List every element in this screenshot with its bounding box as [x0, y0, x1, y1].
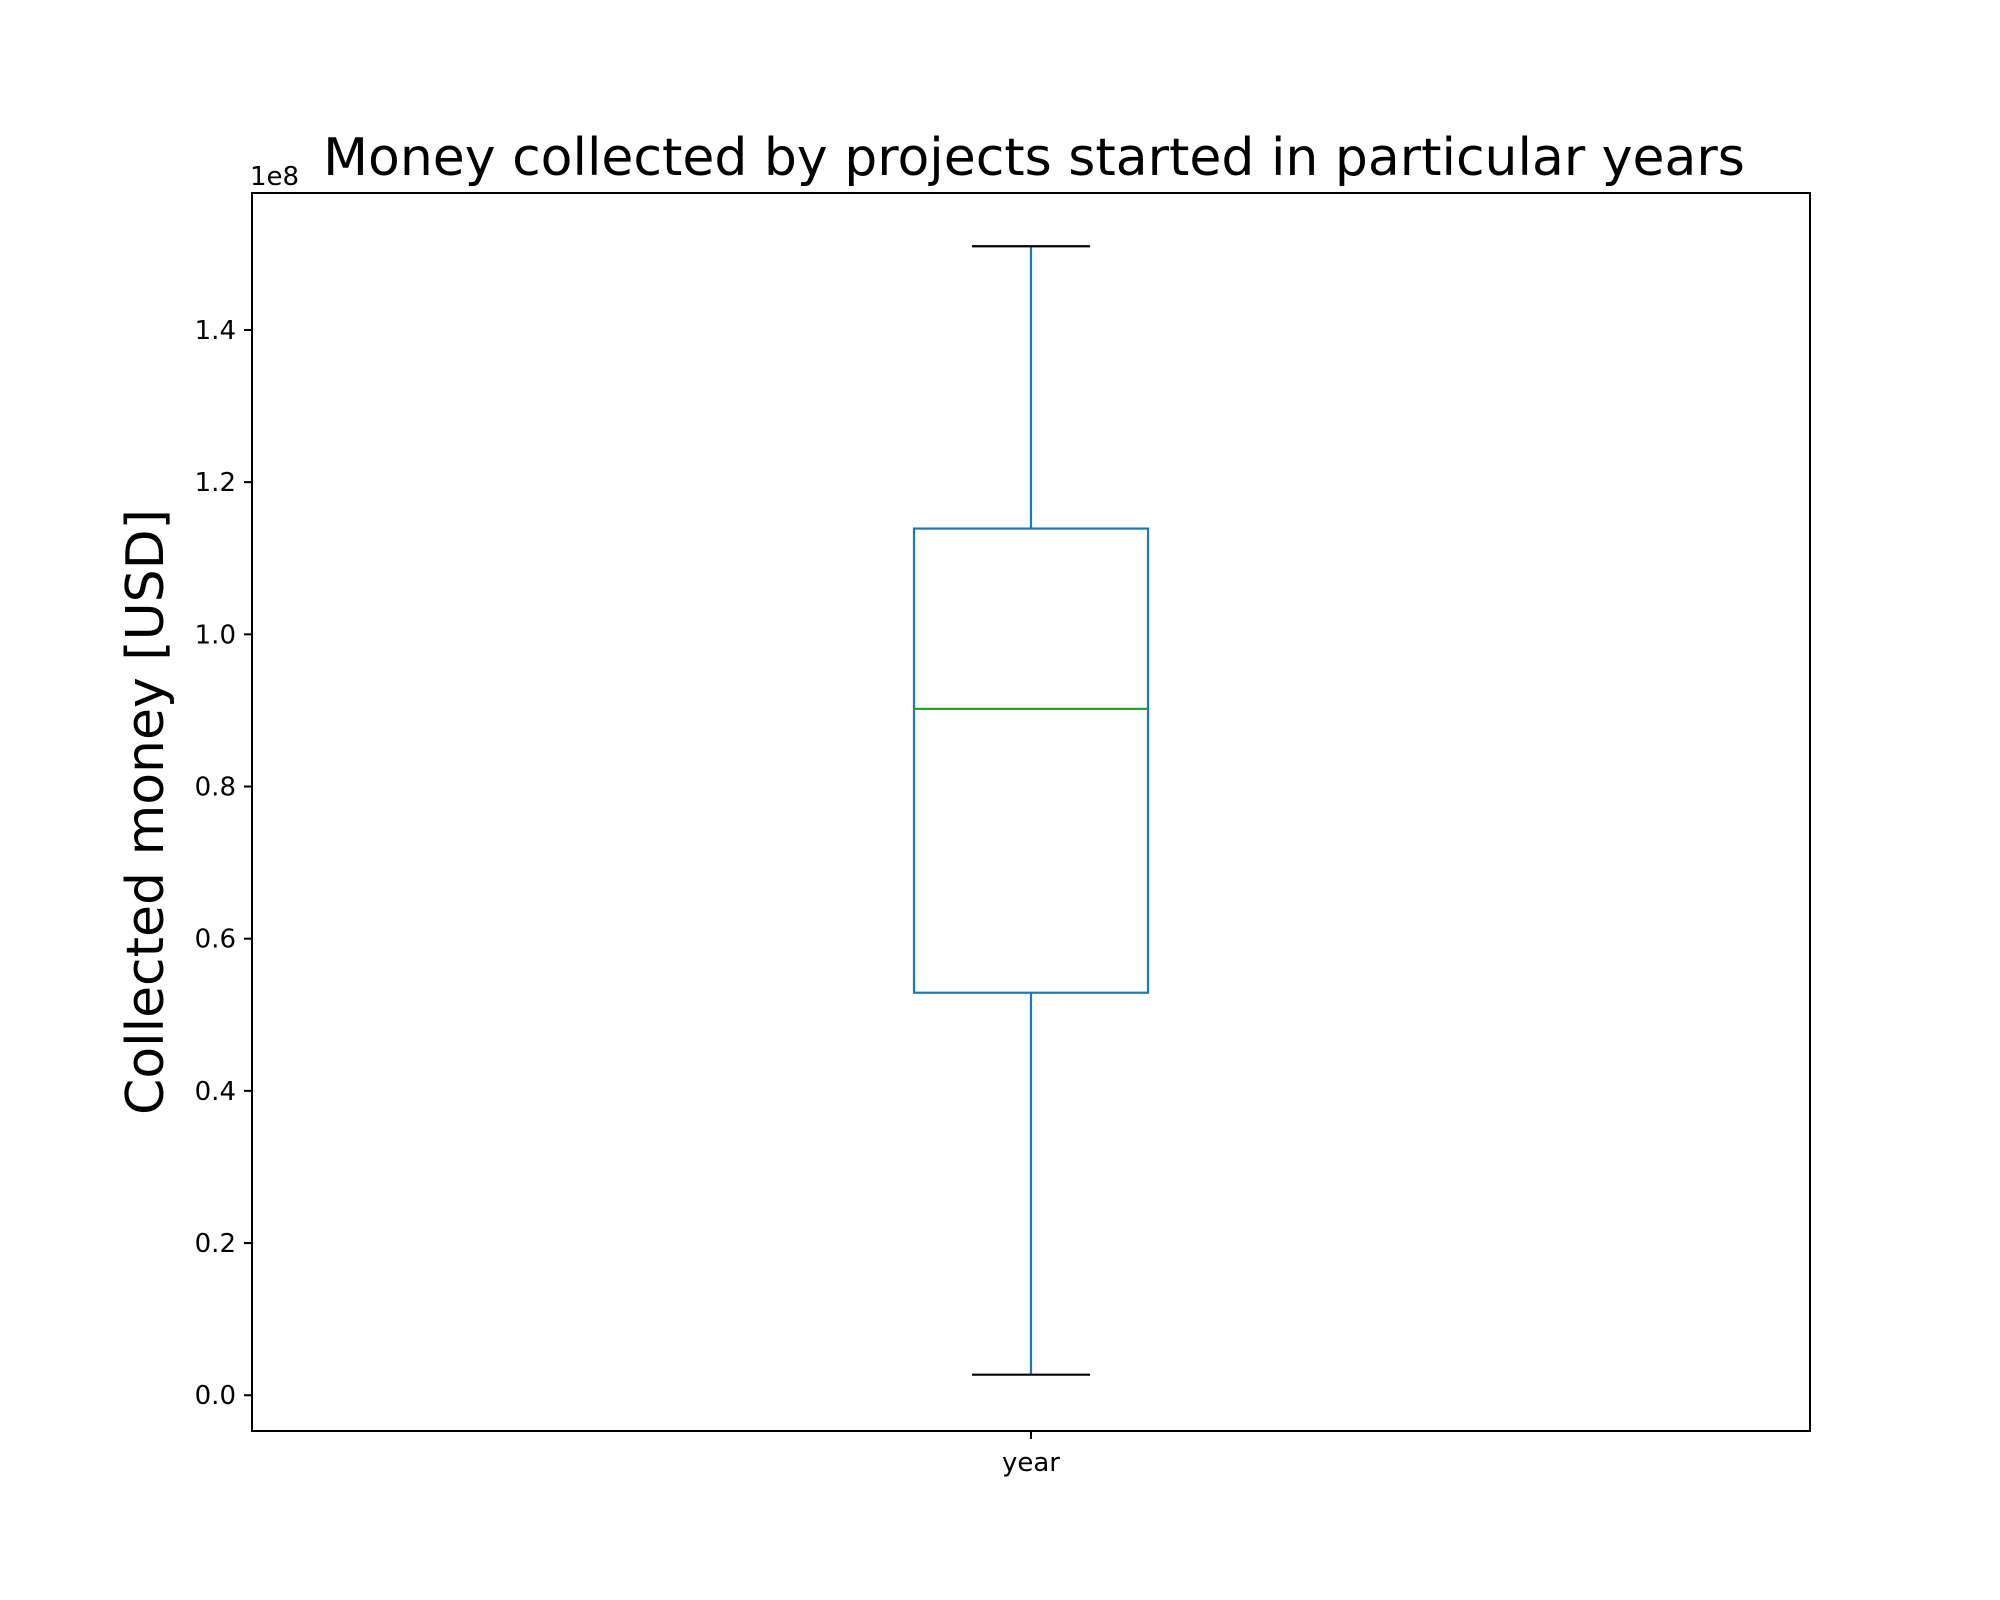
y-axis-ticks: 0.0 0.2 0.4 0.6 0.8 1.0 1.2 1.4 — [195, 316, 252, 1411]
y-tick-label: 1.2 — [195, 468, 236, 498]
y-axis-label: Collected money [USD] — [116, 509, 176, 1115]
y-tick-label: 1.4 — [195, 316, 236, 346]
y-axis-offset-label: 1e8 — [250, 162, 299, 192]
y-tick-label: 0.8 — [195, 773, 236, 803]
chart-title: Money collected by projects started in p… — [323, 128, 1745, 188]
y-tick-label: 0.6 — [195, 925, 236, 955]
y-tick-label: 0.0 — [195, 1381, 236, 1411]
y-tick-label: 1.0 — [195, 620, 236, 650]
y-tick-label: 0.2 — [195, 1229, 236, 1259]
y-tick-label: 0.4 — [195, 1077, 236, 1107]
interquartile-box — [912, 527, 1150, 994]
x-tick-label: year — [1002, 1448, 1060, 1478]
plot-frame — [251, 192, 1811, 1432]
box-group — [912, 245, 1150, 1376]
x-axis-ticks: year — [1002, 1431, 1060, 1478]
